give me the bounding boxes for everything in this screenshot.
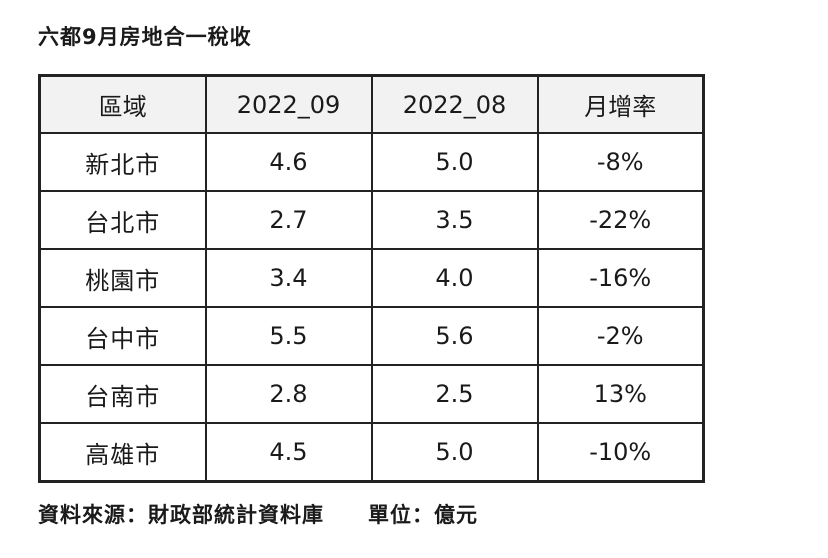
table-row: 台中市 5.5 5.6 -2% <box>38 306 705 366</box>
sep-value-cell: 4.6 <box>204 132 373 192</box>
aug-value-cell: 2.5 <box>370 364 539 424</box>
mom-change-cell: -16% <box>536 248 705 308</box>
mom-change-cell: -10% <box>536 422 705 483</box>
sep-value-cell: 2.8 <box>204 364 373 424</box>
table-header-row: 區域 2022_09 2022_08 月增率 <box>38 74 705 134</box>
footer-note: 資料來源：財政部統計資料庫 單位：億元 <box>38 500 478 530</box>
data-source-text: 資料來源：財政部統計資料庫 <box>38 503 324 527</box>
aug-value-cell: 4.0 <box>370 248 539 308</box>
region-cell: 台中市 <box>38 306 207 366</box>
table-row: 桃園市 3.4 4.0 -16% <box>38 248 705 308</box>
column-header-2022-08: 2022_08 <box>370 74 539 134</box>
mom-change-cell: -2% <box>536 306 705 366</box>
aug-value-cell: 5.0 <box>370 132 539 192</box>
region-cell: 桃園市 <box>38 248 207 308</box>
table-row: 新北市 4.6 5.0 -8% <box>38 132 705 192</box>
region-cell: 新北市 <box>38 132 207 192</box>
mom-change-cell: -8% <box>536 132 705 192</box>
page-title: 六都9月房地合一稅收 <box>38 25 252 49</box>
region-cell: 台南市 <box>38 364 207 424</box>
mom-change-cell: -22% <box>536 190 705 250</box>
unit-text: 單位：億元 <box>368 503 478 527</box>
table-row: 台北市 2.7 3.5 -22% <box>38 190 705 250</box>
sep-value-cell: 2.7 <box>204 190 373 250</box>
region-cell: 高雄市 <box>38 422 207 483</box>
column-header-region: 區域 <box>38 74 207 134</box>
sep-value-cell: 3.4 <box>204 248 373 308</box>
tax-revenue-table: 區域 2022_09 2022_08 月增率 新北市 4.6 5.0 -8% 台… <box>38 74 705 483</box>
aug-value-cell: 5.6 <box>370 306 539 366</box>
sep-value-cell: 4.5 <box>204 422 373 483</box>
region-cell: 台北市 <box>38 190 207 250</box>
column-header-mom-change: 月增率 <box>536 74 705 134</box>
table-row: 台南市 2.8 2.5 13% <box>38 364 705 424</box>
column-header-2022-09: 2022_09 <box>204 74 373 134</box>
mom-change-cell: 13% <box>536 364 705 424</box>
aug-value-cell: 3.5 <box>370 190 539 250</box>
table-row: 高雄市 4.5 5.0 -10% <box>38 422 705 483</box>
sep-value-cell: 5.5 <box>204 306 373 366</box>
aug-value-cell: 5.0 <box>370 422 539 483</box>
